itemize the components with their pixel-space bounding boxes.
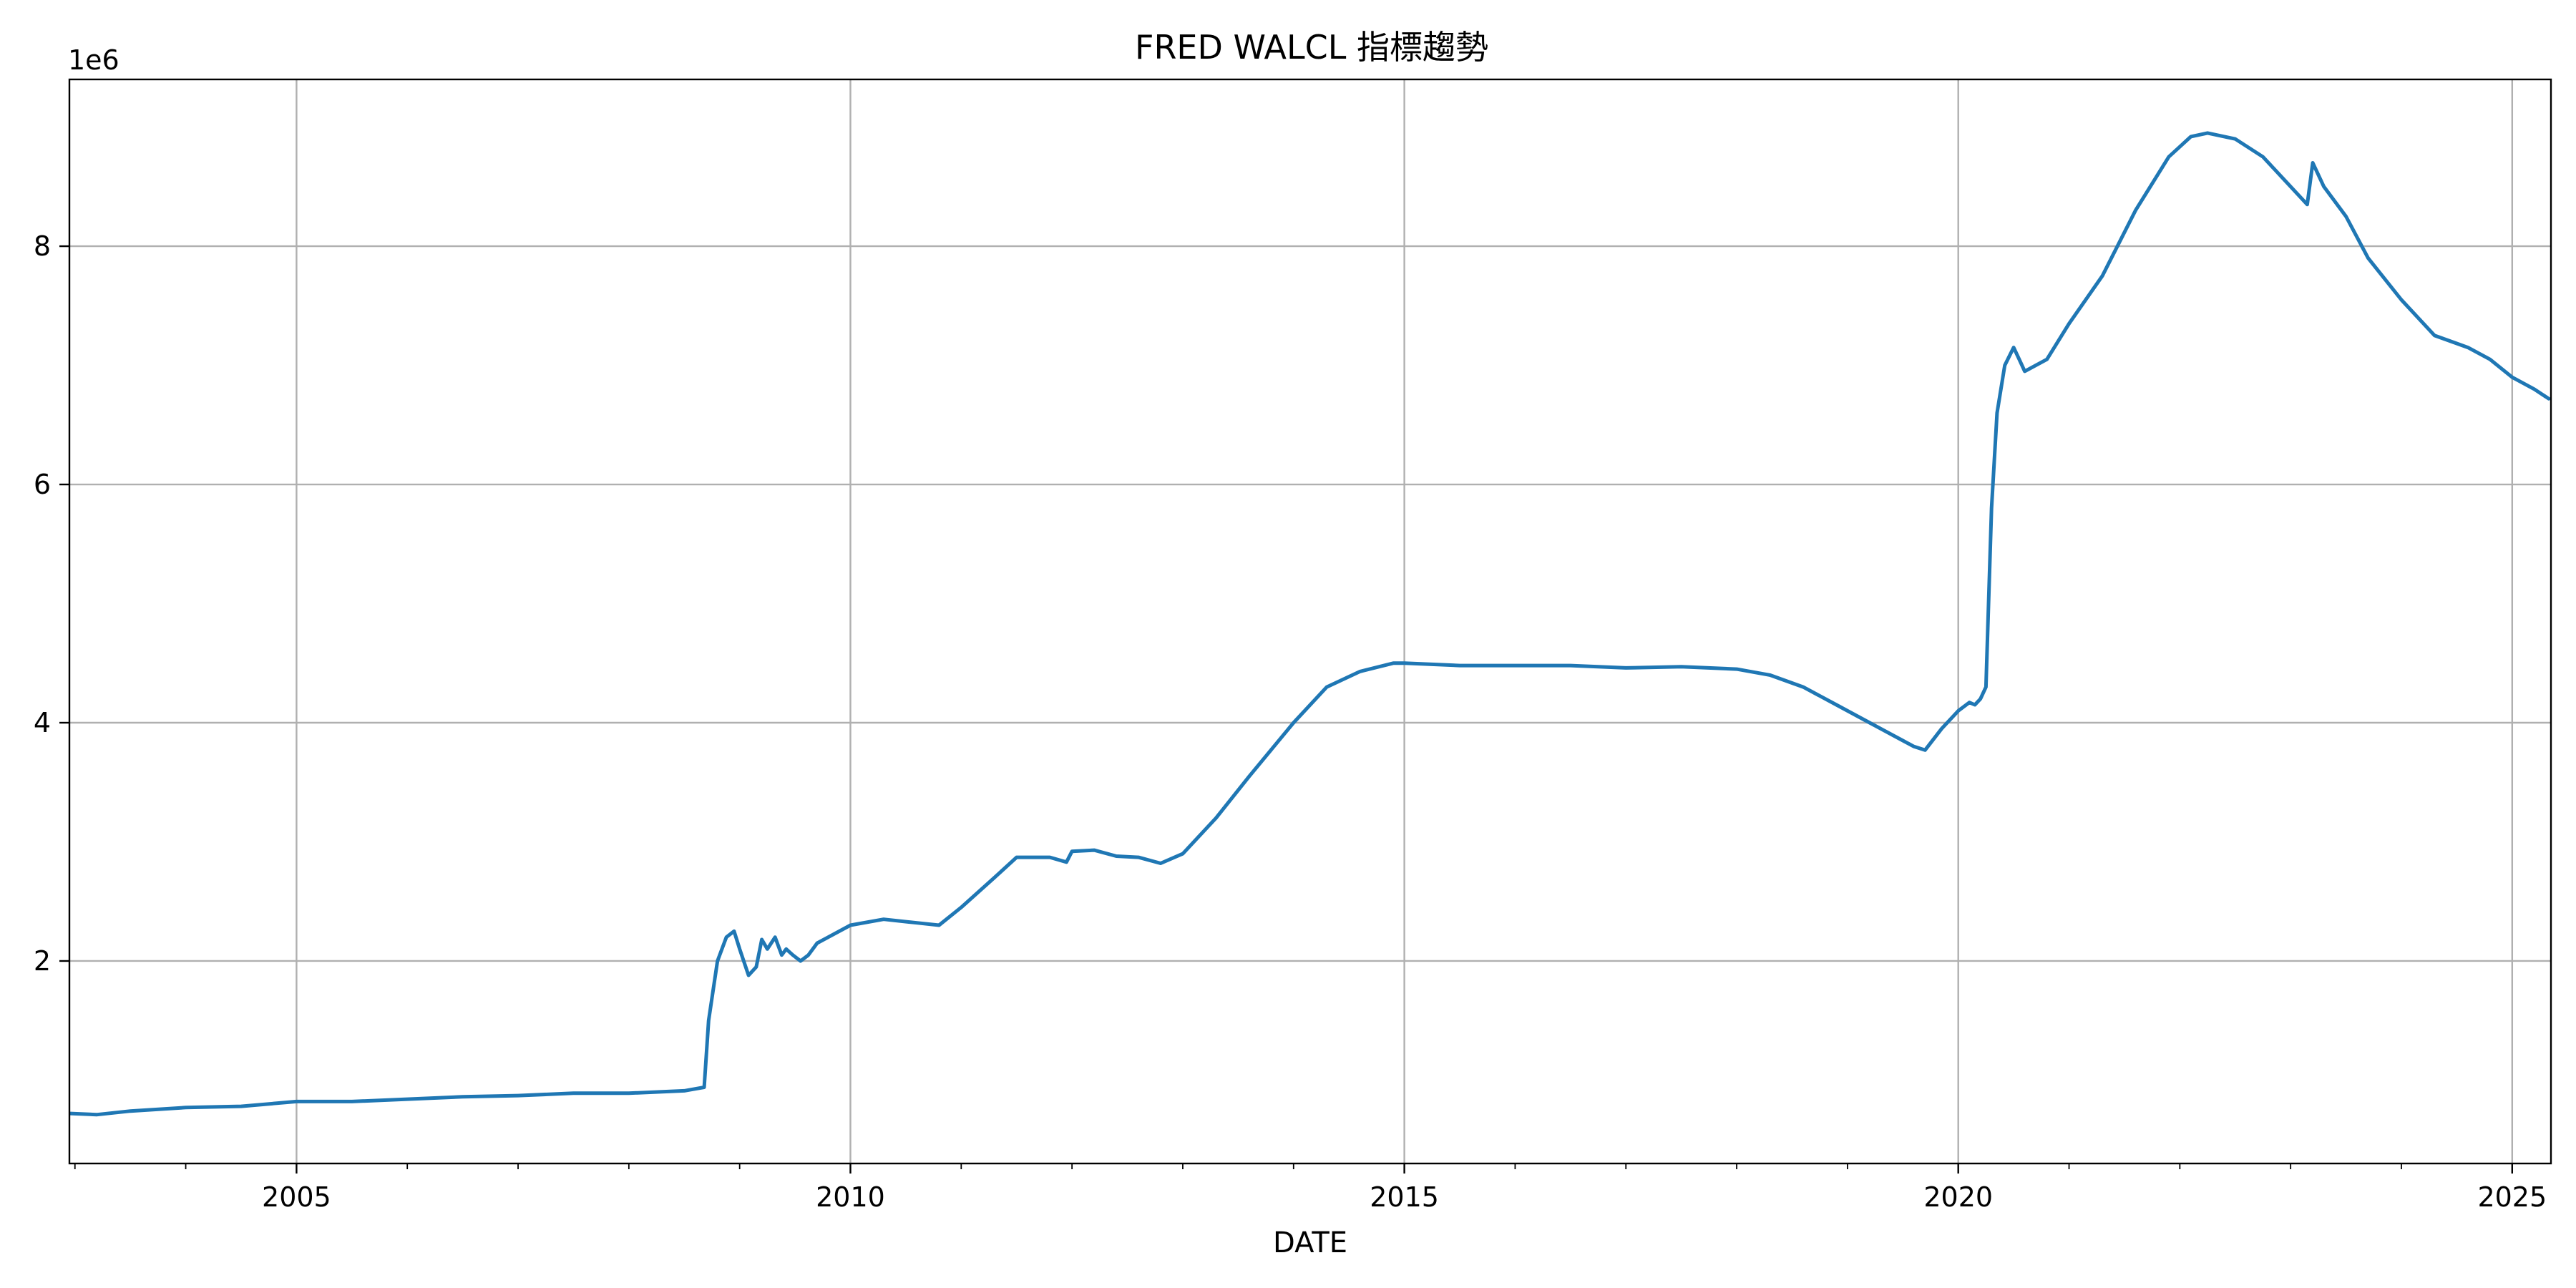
x-tick-label: 2015	[1370, 1181, 1439, 1213]
x-tick-label: 2010	[816, 1181, 885, 1213]
grid-lines	[69, 79, 2551, 1163]
data-series	[69, 131, 2551, 1117]
y-tick-label: 2	[34, 945, 51, 977]
x-tick-label: 2020	[1923, 1181, 1993, 1213]
x-axis-label: DATE	[1273, 1226, 1347, 1259]
axis-ticks: 2005 2010 2015 2020 2025 2 4 6 8	[34, 230, 2547, 1213]
y-tick-label: 4	[34, 707, 51, 738]
plot-frame	[68, 78, 2552, 1165]
series-line	[69, 131, 2551, 1117]
x-tick-label: 2005	[262, 1181, 331, 1213]
y-tick-label: 6	[34, 469, 51, 500]
x-tick-label: 2025	[2477, 1181, 2547, 1213]
chart-title: FRED WALCL 指標趨勢	[1135, 28, 1488, 67]
y-tick-label: 8	[34, 230, 51, 262]
y-axis-offset-label: 1e6	[68, 44, 119, 76]
